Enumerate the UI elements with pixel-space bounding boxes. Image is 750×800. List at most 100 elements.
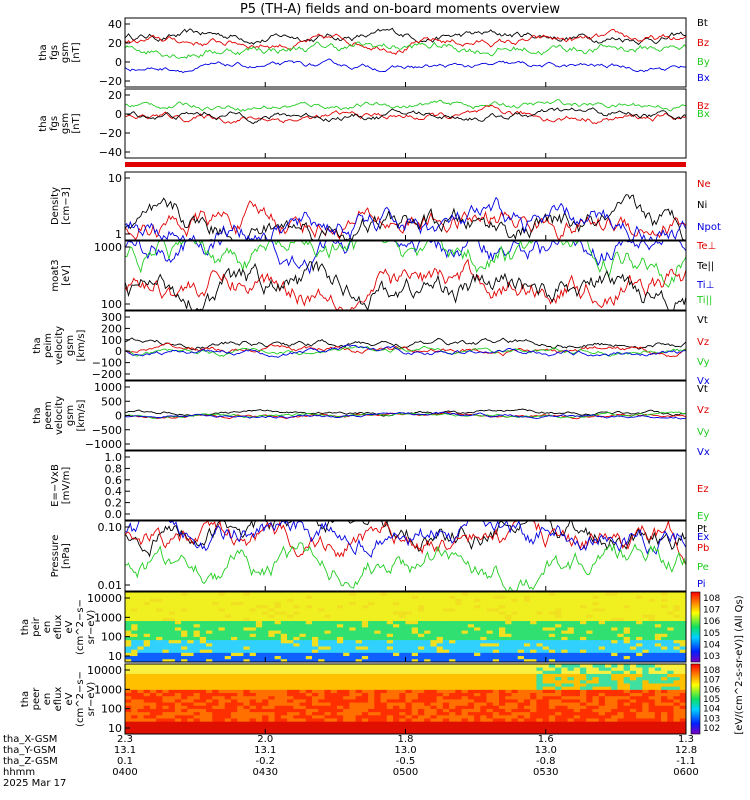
spectrogram-cell: [143, 598, 151, 602]
spectrogram-cell: [517, 705, 525, 709]
spectrogram-cell: [654, 620, 662, 625]
spectrogram-cell: [125, 708, 132, 713]
y-tick-label: 1000: [94, 241, 122, 254]
spectrogram-cell: [193, 692, 201, 697]
spectrogram-cell: [573, 721, 581, 725]
spectrogram-cell: [255, 598, 263, 602]
spectrogram-cell: [199, 721, 207, 725]
spectrogram-cell: [230, 683, 238, 687]
spectrogram-cell: [654, 627, 662, 631]
spectrogram-cell: [174, 636, 182, 641]
spectrogram-cell: [168, 598, 176, 602]
spectrogram-cell: [430, 686, 438, 690]
spectrogram-cell: [417, 695, 425, 700]
spectrogram-cell: [268, 664, 275, 668]
spectrogram-cell: [131, 702, 138, 706]
spectrogram-cell: [181, 673, 188, 678]
spectrogram-cell: [654, 727, 662, 732]
spectrogram-cell: [467, 639, 475, 644]
spectrogram-cell: [580, 598, 587, 602]
spectrogram-cell: [374, 670, 381, 674]
spectrogram-cell: [555, 614, 562, 618]
spectrogram-cell: [598, 607, 606, 612]
spectrogram-cell: [243, 670, 251, 674]
spectrogram-cell: [168, 658, 176, 663]
spectrogram-cell: [287, 607, 294, 612]
spectrogram-cell: [361, 633, 369, 637]
spectrogram-cell: [287, 636, 294, 641]
spectrogram-cell: [542, 679, 550, 684]
spectrogram-cell: [187, 601, 194, 606]
spectrogram-cell: [430, 714, 438, 719]
spectrogram-cell: [505, 642, 512, 647]
spectrogram-cell: [312, 598, 319, 602]
spectrogram-cell: [667, 607, 674, 612]
spectrogram-cell: [442, 620, 450, 625]
spectrogram-cell: [287, 718, 294, 722]
spectrogram-cell: [280, 702, 288, 706]
spectrogram-cell: [168, 695, 176, 700]
spectrogram-cell: [162, 679, 170, 684]
spectrogram-cell: [555, 655, 562, 660]
spectrogram-cell: [442, 614, 450, 618]
spectrogram-cell: [305, 711, 313, 716]
spectrogram-cell: [380, 652, 388, 657]
spectrogram-cell: [125, 623, 132, 628]
spectrogram-cell: [567, 655, 575, 660]
spectrogram-cell: [611, 627, 618, 631]
spectrogram-cell: [555, 630, 562, 634]
spectrogram-cell: [561, 639, 568, 644]
spectrogram-cell: [168, 667, 176, 671]
spectrogram-cell: [268, 592, 275, 596]
spectrogram-cell: [149, 601, 157, 606]
spectrogram-cell: [355, 627, 363, 631]
spectrogram-cell: [237, 636, 244, 641]
spectrogram-cell: [492, 633, 500, 637]
spectrogram-cell: [573, 664, 581, 668]
spectrogram-cell: [380, 692, 388, 697]
spectrogram-cell: [636, 598, 643, 602]
spectrogram-cell: [143, 676, 151, 681]
spectrogram-cell: [611, 630, 618, 634]
spectrogram-cell: [268, 614, 275, 618]
spectrogram-cell: [380, 711, 388, 716]
spectrogram-cell: [580, 705, 587, 709]
spectrogram-cell: [168, 652, 176, 657]
spectrogram-cell: [199, 699, 207, 703]
spectrogram-cell: [274, 683, 282, 687]
spectrogram-cell: [336, 639, 344, 644]
spectrogram-cell: [174, 676, 182, 681]
spectrogram-cell: [237, 646, 244, 650]
spectrogram-cell: [480, 708, 487, 713]
spectrogram-cell: [511, 673, 519, 678]
spectrogram-cell: [293, 639, 300, 644]
spectrogram-cell: [449, 633, 456, 637]
spectrogram-cell: [598, 623, 606, 628]
spectrogram-cell: [449, 595, 456, 599]
spectrogram-cell: [411, 601, 419, 606]
spectrogram-cell: [131, 724, 138, 729]
spectrogram-cell: [629, 611, 637, 615]
spectrogram-cell: [199, 730, 207, 735]
spectrogram-cell: [324, 689, 332, 694]
spectrogram-cell: [598, 708, 606, 713]
spectrogram-cell: [499, 598, 506, 602]
spectrogram-cell: [499, 730, 506, 735]
spectrogram-cell: [530, 667, 537, 671]
svg-text:eflux: eflux: [53, 615, 64, 640]
spectrogram-cell: [505, 601, 512, 606]
spectrogram-cell: [187, 614, 194, 618]
spectrogram-cell: [417, 646, 425, 650]
spectrogram-cell: [255, 627, 263, 631]
spectrogram-cell: [629, 614, 637, 618]
y-tick-label: 1000: [94, 381, 122, 394]
panel-frame: [124, 88, 687, 159]
spectrogram-cell: [305, 683, 313, 687]
spectrogram-cell: [206, 627, 213, 631]
spectrogram-cell: [287, 611, 294, 615]
spectrogram-cell: [561, 601, 568, 606]
spectrogram-cell: [567, 695, 575, 700]
spectrogram-cell: [324, 620, 332, 625]
y-tick-label: 0.4: [105, 485, 123, 498]
spectrogram-cell: [368, 646, 375, 650]
